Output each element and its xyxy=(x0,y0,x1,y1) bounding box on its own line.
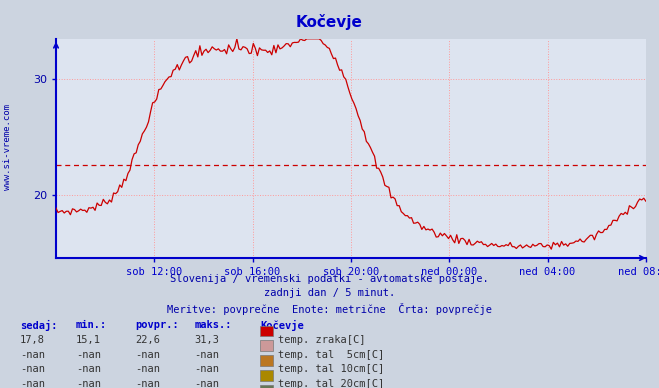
Text: -nan: -nan xyxy=(194,364,219,374)
Text: 15,1: 15,1 xyxy=(76,335,101,345)
Text: Slovenija / vremenski podatki - avtomatske postaje.: Slovenija / vremenski podatki - avtomats… xyxy=(170,274,489,284)
Text: 31,3: 31,3 xyxy=(194,335,219,345)
Text: -nan: -nan xyxy=(135,364,160,374)
Text: Kočevje: Kočevje xyxy=(260,320,304,331)
Text: -nan: -nan xyxy=(20,379,45,388)
Text: 22,6: 22,6 xyxy=(135,335,160,345)
Text: povpr.:: povpr.: xyxy=(135,320,179,330)
Text: -nan: -nan xyxy=(20,364,45,374)
Text: zadnji dan / 5 minut.: zadnji dan / 5 minut. xyxy=(264,288,395,298)
Text: -nan: -nan xyxy=(135,379,160,388)
Text: temp. tal 20cm[C]: temp. tal 20cm[C] xyxy=(278,379,384,388)
Text: -nan: -nan xyxy=(20,350,45,360)
Text: -nan: -nan xyxy=(194,379,219,388)
Text: -nan: -nan xyxy=(76,379,101,388)
Text: temp. tal 10cm[C]: temp. tal 10cm[C] xyxy=(278,364,384,374)
Text: www.si-vreme.com: www.si-vreme.com xyxy=(3,104,13,191)
Text: Meritve: povprečne  Enote: metrične  Črta: povprečje: Meritve: povprečne Enote: metrične Črta:… xyxy=(167,303,492,315)
Text: -nan: -nan xyxy=(194,350,219,360)
Text: -nan: -nan xyxy=(76,350,101,360)
Text: Kočevje: Kočevje xyxy=(296,14,363,29)
Text: temp. zraka[C]: temp. zraka[C] xyxy=(278,335,366,345)
Text: -nan: -nan xyxy=(76,364,101,374)
Text: min.:: min.: xyxy=(76,320,107,330)
Text: temp. tal  5cm[C]: temp. tal 5cm[C] xyxy=(278,350,384,360)
Text: sedaj:: sedaj: xyxy=(20,320,57,331)
Text: maks.:: maks.: xyxy=(194,320,232,330)
Text: 17,8: 17,8 xyxy=(20,335,45,345)
Text: -nan: -nan xyxy=(135,350,160,360)
